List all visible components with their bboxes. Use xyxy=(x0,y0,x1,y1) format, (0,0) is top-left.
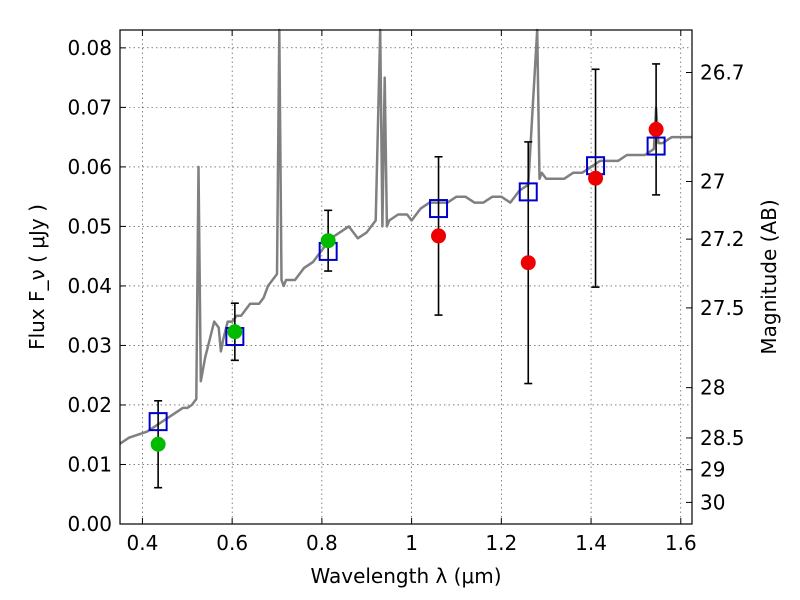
tick-label-layer: 0.4 0.6 0.8 1 1.2 1.4 1.6 0.00 0.01 0.02 0.03 0.04 0… xyxy=(67,36,744,555)
right-tick-label: 27.2 xyxy=(700,227,745,251)
y-tick-label: 0.04 xyxy=(67,274,112,298)
right-axis-label: Magnitude (AB) xyxy=(757,199,781,354)
observed-point-red xyxy=(520,255,536,271)
x-tick-label: 1 xyxy=(405,531,418,555)
spectrum-line xyxy=(119,28,692,445)
x-tick-label: 0.6 xyxy=(216,531,248,555)
y-tick-label: 0.03 xyxy=(67,333,112,357)
x-tick-label: 1.2 xyxy=(485,531,517,555)
y-tick-label: 0.02 xyxy=(67,393,112,417)
right-tick-label: 30 xyxy=(700,490,725,514)
observed-point-green xyxy=(227,324,243,340)
model-photometry-square xyxy=(429,199,449,219)
spectrum-layer xyxy=(119,28,692,445)
x-tick-label: 1.6 xyxy=(665,531,697,555)
right-tick-label: 28 xyxy=(700,376,725,400)
errorbar-layer xyxy=(154,63,661,489)
x-tick-label: 0.4 xyxy=(127,531,159,555)
y-tick-label: 0.06 xyxy=(67,155,112,179)
y-tick-label: 0.00 xyxy=(67,512,112,536)
model-photometry-square xyxy=(646,136,666,156)
right-tick-label: 27 xyxy=(700,170,725,194)
grid-layer xyxy=(120,30,692,525)
observed-point-red xyxy=(648,121,664,137)
y-tick-label: 0.05 xyxy=(67,214,112,238)
y-tick-label: 0.07 xyxy=(67,95,112,119)
x-axis-label: Wavelength λ (μm) xyxy=(310,564,501,588)
plot-frame xyxy=(119,29,693,525)
y-tick-label: 0.08 xyxy=(67,36,112,60)
observed-point-red xyxy=(588,170,604,186)
y-axis-label: Flux F_ν ( μJy ) xyxy=(25,204,49,350)
x-tick-label: 0.8 xyxy=(306,531,338,555)
model-square-layer xyxy=(148,136,666,432)
y-tick-label: 0.01 xyxy=(67,452,112,476)
right-tick-label: 29 xyxy=(700,458,725,482)
tick-layer xyxy=(120,30,692,525)
right-tick-label: 27.5 xyxy=(700,296,745,320)
model-photometry-square xyxy=(148,412,168,432)
right-tick-label: 26.7 xyxy=(700,61,745,85)
x-tick-label: 1.4 xyxy=(575,531,607,555)
observed-dot-layer xyxy=(150,121,664,452)
observed-point-red xyxy=(431,228,447,244)
observed-point-green xyxy=(150,436,166,452)
model-photometry-square xyxy=(518,182,538,202)
observed-point-green xyxy=(320,233,336,249)
right-tick-label: 28.5 xyxy=(700,426,745,450)
